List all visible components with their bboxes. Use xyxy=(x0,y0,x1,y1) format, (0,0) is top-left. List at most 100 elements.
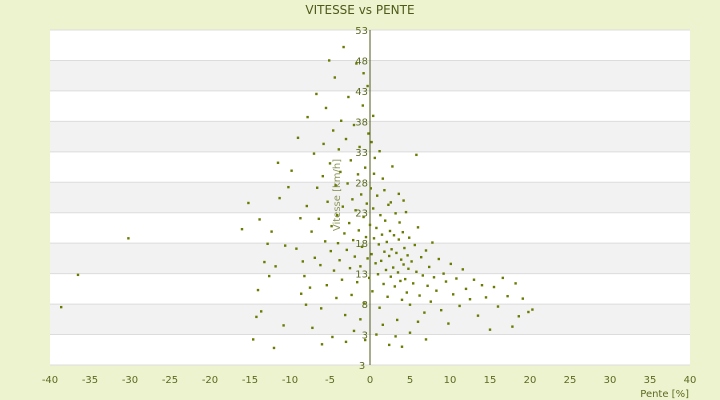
data-point xyxy=(378,150,381,153)
data-point xyxy=(388,343,391,347)
x-tick-label: -35 xyxy=(82,375,98,386)
data-point xyxy=(373,156,376,160)
data-point xyxy=(407,267,410,270)
y-tick-label: 38 xyxy=(355,117,368,128)
data-point xyxy=(272,346,276,350)
y-tick-label: 3 xyxy=(362,331,368,342)
data-point xyxy=(368,276,371,280)
data-point xyxy=(381,323,384,326)
data-points xyxy=(60,45,534,350)
data-point xyxy=(334,184,337,187)
data-point xyxy=(375,226,378,230)
data-point xyxy=(371,290,374,293)
x-tick-label: 20 xyxy=(524,375,537,386)
data-point xyxy=(328,162,332,165)
data-point xyxy=(405,291,408,294)
y-tick-label: 28 xyxy=(355,178,368,189)
data-point xyxy=(432,276,436,279)
x-tick-label: 35 xyxy=(644,375,657,386)
y-tick-label: 8 xyxy=(362,300,368,311)
data-point xyxy=(468,298,472,301)
data-point xyxy=(408,236,411,239)
data-point xyxy=(372,114,375,118)
y-tick-label: 53 xyxy=(355,26,368,37)
data-point xyxy=(127,237,130,240)
data-point xyxy=(266,242,269,245)
data-point xyxy=(325,284,328,287)
data-point xyxy=(362,215,365,219)
data-point xyxy=(321,174,324,178)
data-point xyxy=(60,305,63,309)
data-point xyxy=(276,161,280,164)
x-tick-label: 40 xyxy=(684,375,697,386)
x-tick-label: -5 xyxy=(325,375,335,386)
data-point xyxy=(348,221,351,225)
data-point xyxy=(308,286,312,289)
data-point xyxy=(501,276,504,280)
data-point xyxy=(316,186,319,189)
data-point xyxy=(397,192,400,196)
data-point xyxy=(270,230,273,233)
data-point xyxy=(408,303,412,306)
data-point xyxy=(394,335,397,338)
data-point xyxy=(390,248,393,251)
data-point xyxy=(354,209,357,212)
data-point xyxy=(300,292,303,295)
data-point xyxy=(380,259,383,263)
data-point xyxy=(317,217,320,221)
data-point xyxy=(312,152,316,155)
data-point xyxy=(410,260,413,263)
data-point xyxy=(415,270,418,274)
data-point xyxy=(397,238,400,241)
data-point xyxy=(284,244,287,247)
data-point xyxy=(388,254,391,258)
data-point xyxy=(306,115,309,119)
x-tick-label: -40 xyxy=(42,375,58,386)
data-point xyxy=(356,280,359,284)
data-point xyxy=(370,252,373,256)
data-point xyxy=(447,322,450,325)
data-point xyxy=(352,123,356,127)
data-point xyxy=(304,303,308,306)
data-point xyxy=(333,76,336,79)
data-point xyxy=(402,199,405,202)
data-point xyxy=(412,282,415,285)
data-point xyxy=(383,188,386,192)
data-point xyxy=(400,298,404,302)
y-tick-label: 23 xyxy=(355,209,368,220)
data-point xyxy=(406,254,409,257)
data-point xyxy=(484,296,488,299)
data-point xyxy=(527,310,530,314)
data-point xyxy=(347,95,350,99)
data-point xyxy=(255,315,258,319)
data-point xyxy=(404,277,407,281)
data-point xyxy=(290,169,293,172)
data-point xyxy=(455,277,458,280)
data-point xyxy=(387,203,390,207)
data-point xyxy=(400,345,404,348)
data-point xyxy=(384,219,387,222)
data-point xyxy=(372,172,376,175)
data-point xyxy=(431,241,434,244)
data-point xyxy=(324,106,328,110)
data-point xyxy=(344,340,348,344)
data-point xyxy=(311,326,314,330)
data-point xyxy=(435,289,438,292)
x-tick-label: -30 xyxy=(122,375,138,386)
x-tick-label: 10 xyxy=(444,375,457,386)
x-tick-label: -25 xyxy=(162,375,178,386)
data-point xyxy=(343,232,346,235)
y-tick-label: 18 xyxy=(355,239,368,250)
data-point xyxy=(252,338,255,341)
data-point xyxy=(282,324,285,327)
data-point xyxy=(398,221,401,224)
data-point xyxy=(260,310,263,313)
data-point xyxy=(404,210,408,214)
data-point xyxy=(476,314,480,317)
data-point xyxy=(506,294,509,298)
data-point xyxy=(336,213,339,217)
data-point xyxy=(444,280,448,283)
data-point xyxy=(339,170,342,174)
